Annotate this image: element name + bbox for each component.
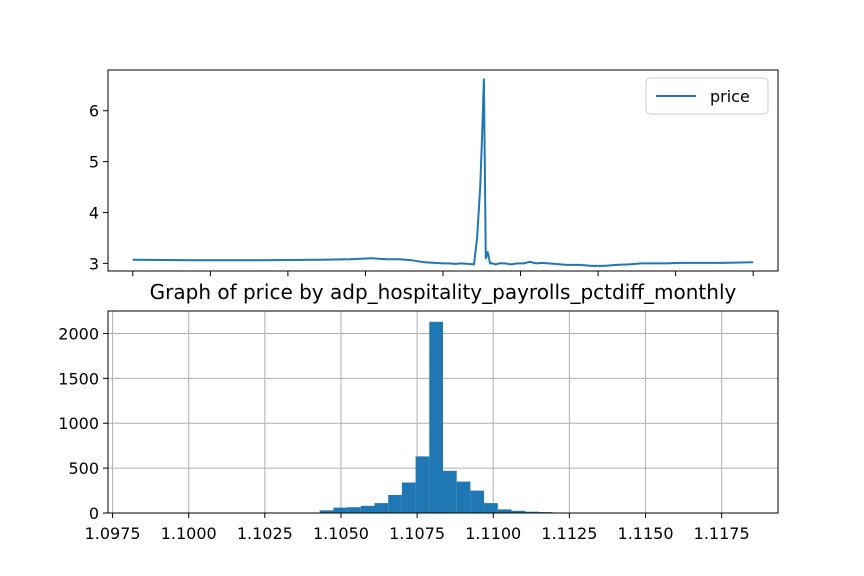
- histogram-bar: [456, 481, 471, 513]
- histogram-bar: [374, 503, 389, 513]
- histogram-title: Graph of price by adp_hospitality_payrol…: [150, 280, 737, 304]
- histogram-xtick-label: 1.1125: [541, 524, 597, 543]
- histogram-bar: [415, 456, 430, 513]
- histogram-axis-ticks: 0 500 1000 1500 2000 1.0975 1.1000 1.1025 1.1050…: [58, 324, 749, 543]
- histogram-ytick-label: 1000: [58, 414, 99, 433]
- histogram-bar: [333, 507, 348, 513]
- price-ytick-label: 3: [89, 254, 99, 273]
- histogram-xtick-label: 1.1175: [694, 524, 750, 543]
- price-series-line: [132, 78, 754, 267]
- histogram-xtick-label: 1.1050: [313, 524, 369, 543]
- histogram-bar: [360, 505, 375, 513]
- histogram-xtick-label: 1.1150: [618, 524, 674, 543]
- legend-box: [645, 77, 769, 115]
- histogram-bars: [319, 321, 690, 513]
- histogram-xtick-label: 1.1025: [237, 524, 293, 543]
- histogram-bar: [429, 321, 443, 513]
- price-ytick-label: 5: [89, 153, 99, 172]
- histogram-axes-frame: [107, 310, 779, 514]
- histogram-bar: [401, 482, 416, 513]
- histogram-bar: [511, 510, 526, 513]
- histogram-ytick-label: 500: [68, 459, 99, 478]
- histogram-xtick-label: 1.1100: [465, 524, 521, 543]
- price-line-chart: 3 4 5 6 price: [89, 69, 779, 276]
- histogram-xtick-label: 1.1000: [161, 524, 217, 543]
- histogram-bar: [525, 511, 539, 513]
- histogram-bar: [470, 490, 485, 513]
- histogram-bar: [388, 495, 402, 513]
- histogram-xtick-label: 1.1075: [389, 524, 445, 543]
- histogram-bar: [497, 509, 512, 513]
- price-histogram-chart: Graph of price by adp_hospitality_payrol…: [58, 280, 779, 543]
- histogram-bar: [347, 507, 361, 513]
- histogram-bar: [484, 503, 498, 513]
- legend-label-price: price: [710, 87, 750, 106]
- price-axis-ticks: 3 4 5 6: [89, 102, 754, 276]
- histogram-ytick-label: 2000: [58, 324, 99, 343]
- price-ytick-label: 4: [89, 203, 99, 222]
- histogram-bar: [319, 510, 334, 513]
- price-legend: price: [645, 77, 769, 115]
- histogram-ytick-label: 1500: [58, 369, 99, 388]
- histogram-bar: [443, 470, 457, 513]
- price-axes-frame: [107, 69, 779, 272]
- price-ytick-label: 6: [89, 102, 99, 121]
- histogram-ytick-label: 0: [89, 504, 99, 523]
- histogram-xtick-label: 1.0975: [85, 524, 141, 543]
